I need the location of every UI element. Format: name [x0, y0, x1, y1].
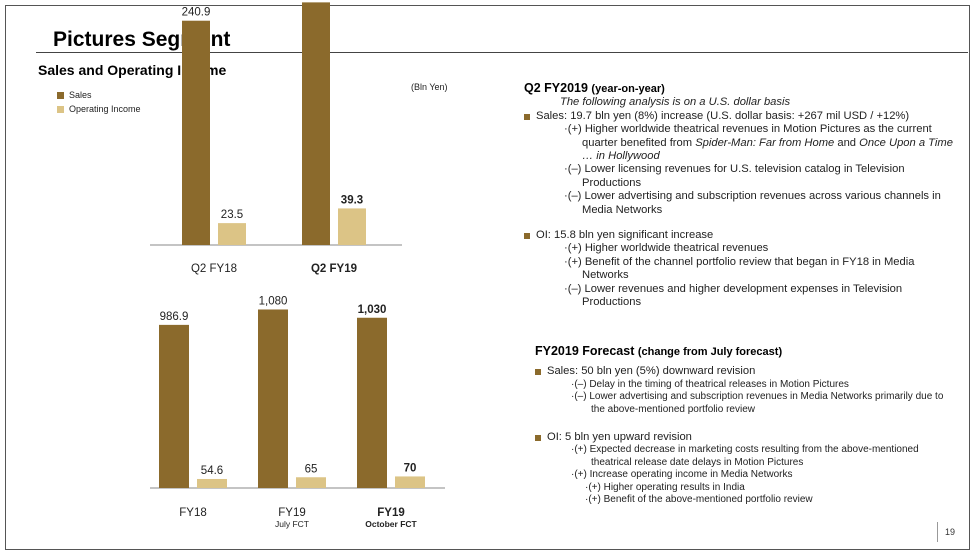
chart-0-bar-oi-1	[338, 208, 366, 245]
q2-oi-point-2: ·(+) Benefit of the channel portfolio re…	[564, 255, 915, 282]
q2-sales-point-2: ·(–) Lower licensing revenues for U.S. t…	[564, 163, 905, 189]
forecast-heading: FY2019 Forecast (change from July foreca…	[535, 344, 955, 359]
chart-1-bar-oi-0	[197, 478, 227, 488]
forecast-heading-suffix: (change from July forecast)	[637, 346, 783, 358]
q2-analysis: Q2 FY2019 (year-on-year) The following a…	[524, 81, 954, 310]
forecast-sales-point-1: ·(–) Delay in the timing of theatrical r…	[571, 378, 849, 390]
forecast-oi-bullet: OI: 5 bln yen upward revision	[535, 431, 955, 444]
chart-1-bar-sales-2	[357, 317, 387, 488]
q2-oi-point-3: ·(–) Lower revenues and higher developme…	[564, 282, 903, 309]
q2-sales-point-3: ·(–) Lower advertising and subscription …	[564, 190, 941, 216]
chart-0-label-oi-1: 39.3	[341, 194, 363, 206]
forecast-oi-point-2: ·(+) Increase operating income in Media …	[571, 469, 793, 481]
chart-1-label-sales-1: 1,080	[259, 295, 288, 307]
title-divider	[36, 52, 968, 53]
legend-item-sales: Sales	[57, 88, 141, 102]
q2-s1-d: Once Upon a Time … in Hollywood	[582, 136, 953, 163]
section-subtitle: Sales and Operating Income	[38, 62, 227, 78]
chart-1-label-sales-2: 1,030	[358, 304, 387, 316]
chart-1-bar-sales-1	[258, 309, 288, 488]
chart-1-label-oi-0: 54.6	[201, 465, 223, 477]
forecast-oi-point-3: ·(+) Higher operating results in India	[585, 481, 745, 493]
bullet-square-icon	[535, 369, 541, 376]
q2-oi-point-1: ·(+) Higher worldwide theatrical revenue…	[564, 242, 769, 255]
q2-oi-bullet: OI: 15.8 bln yen significant increase	[524, 229, 954, 242]
chart-1-category-sub-2: October FCT	[365, 519, 417, 529]
chart-0-category-0: Q2 FY18	[191, 263, 237, 275]
chart-0-label-sales-0: 240.9	[182, 7, 211, 19]
forecast-analysis: FY2019 Forecast (change from July foreca…	[535, 344, 955, 507]
chart-1-label-oi-1: 65	[305, 463, 318, 475]
q2-heading: Q2 FY2019 (year-on-year)	[524, 81, 954, 96]
q2-heading-suffix: (year-on-year)	[591, 83, 665, 95]
q2-oi-text: OI: 15.8 bln yen significant increase	[536, 229, 714, 242]
legend-item-oi: Operating Income	[57, 102, 141, 116]
legend-swatch-oi	[57, 105, 64, 113]
q2-sales-bullet: Sales: 19.7 bln yen (8%) increase (U.S. …	[524, 110, 954, 123]
forecast-heading-title: FY2019 Forecast	[535, 344, 635, 358]
chart-1-category-1: FY19	[278, 507, 306, 519]
chart-1-label-sales-0: 986.9	[160, 311, 189, 323]
chart-1-category-sub-1: July FCT	[275, 519, 309, 529]
forecast-oi-point-4: ·(+) Benefit of the above-mentioned port…	[585, 494, 813, 506]
chart-1-label-oi-2: 70	[404, 462, 417, 474]
chart-legend: Sales Operating Income	[57, 88, 141, 116]
chart-1-bar-sales-0	[159, 324, 189, 488]
legend-label-oi: Operating Income	[69, 104, 141, 114]
forecast-sales-bullet: Sales: 50 bln yen (5%) downward revision	[535, 365, 955, 378]
chart-0-category-1: Q2 FY19	[311, 263, 357, 275]
chart-0-bar-sales-1	[302, 2, 330, 246]
q2-sales-point-1: ·(+) Higher worldwide theatrical revenue…	[524, 123, 954, 163]
chart-0-bar-sales-0	[182, 20, 210, 246]
q2-s1-a: ·(+) Higher worldwide theatrical revenue…	[564, 123, 932, 149]
page-number: 19	[945, 527, 956, 537]
q2-heading-title: Q2 FY2019	[524, 81, 588, 95]
forecast-sales-point-2: ·(–) Lower advertising and subscription …	[571, 391, 944, 415]
chart-1-bar-oi-2	[395, 476, 425, 488]
bullet-square-icon	[524, 233, 530, 240]
chart-0-bar-oi-0	[218, 223, 246, 245]
forecast-oi-text: OI: 5 bln yen upward revision	[547, 430, 692, 443]
page-number-divider	[937, 522, 938, 542]
chart-1-category-2: FY19	[377, 507, 405, 519]
q2-s1-b: Spider-Man: Far from Home	[695, 136, 835, 149]
forecast-sales-text: Sales: 50 bln yen (5%) downward revision	[547, 365, 756, 378]
bullet-square-icon	[535, 434, 541, 441]
legend-label-sales: Sales	[69, 90, 92, 100]
bullet-square-icon	[524, 113, 530, 120]
slide-frame	[5, 5, 970, 550]
unit-label: (Bln Yen)	[411, 82, 448, 92]
chart-0-label-oi-0: 23.5	[221, 209, 243, 221]
forecast-oi-point-1: ·(+) Expected decrease in marketing cost…	[571, 444, 919, 468]
q2-basis-note: The following analysis is on a U.S. doll…	[560, 96, 791, 109]
q2-s1-c: and	[834, 136, 860, 149]
q2-sales-text: Sales: 19.7 bln yen (8%) increase (U.S. …	[536, 109, 910, 122]
legend-swatch-sales	[57, 91, 64, 99]
chart-1-category-0: FY18	[179, 507, 207, 519]
chart-1-bar-oi-1	[296, 477, 326, 488]
